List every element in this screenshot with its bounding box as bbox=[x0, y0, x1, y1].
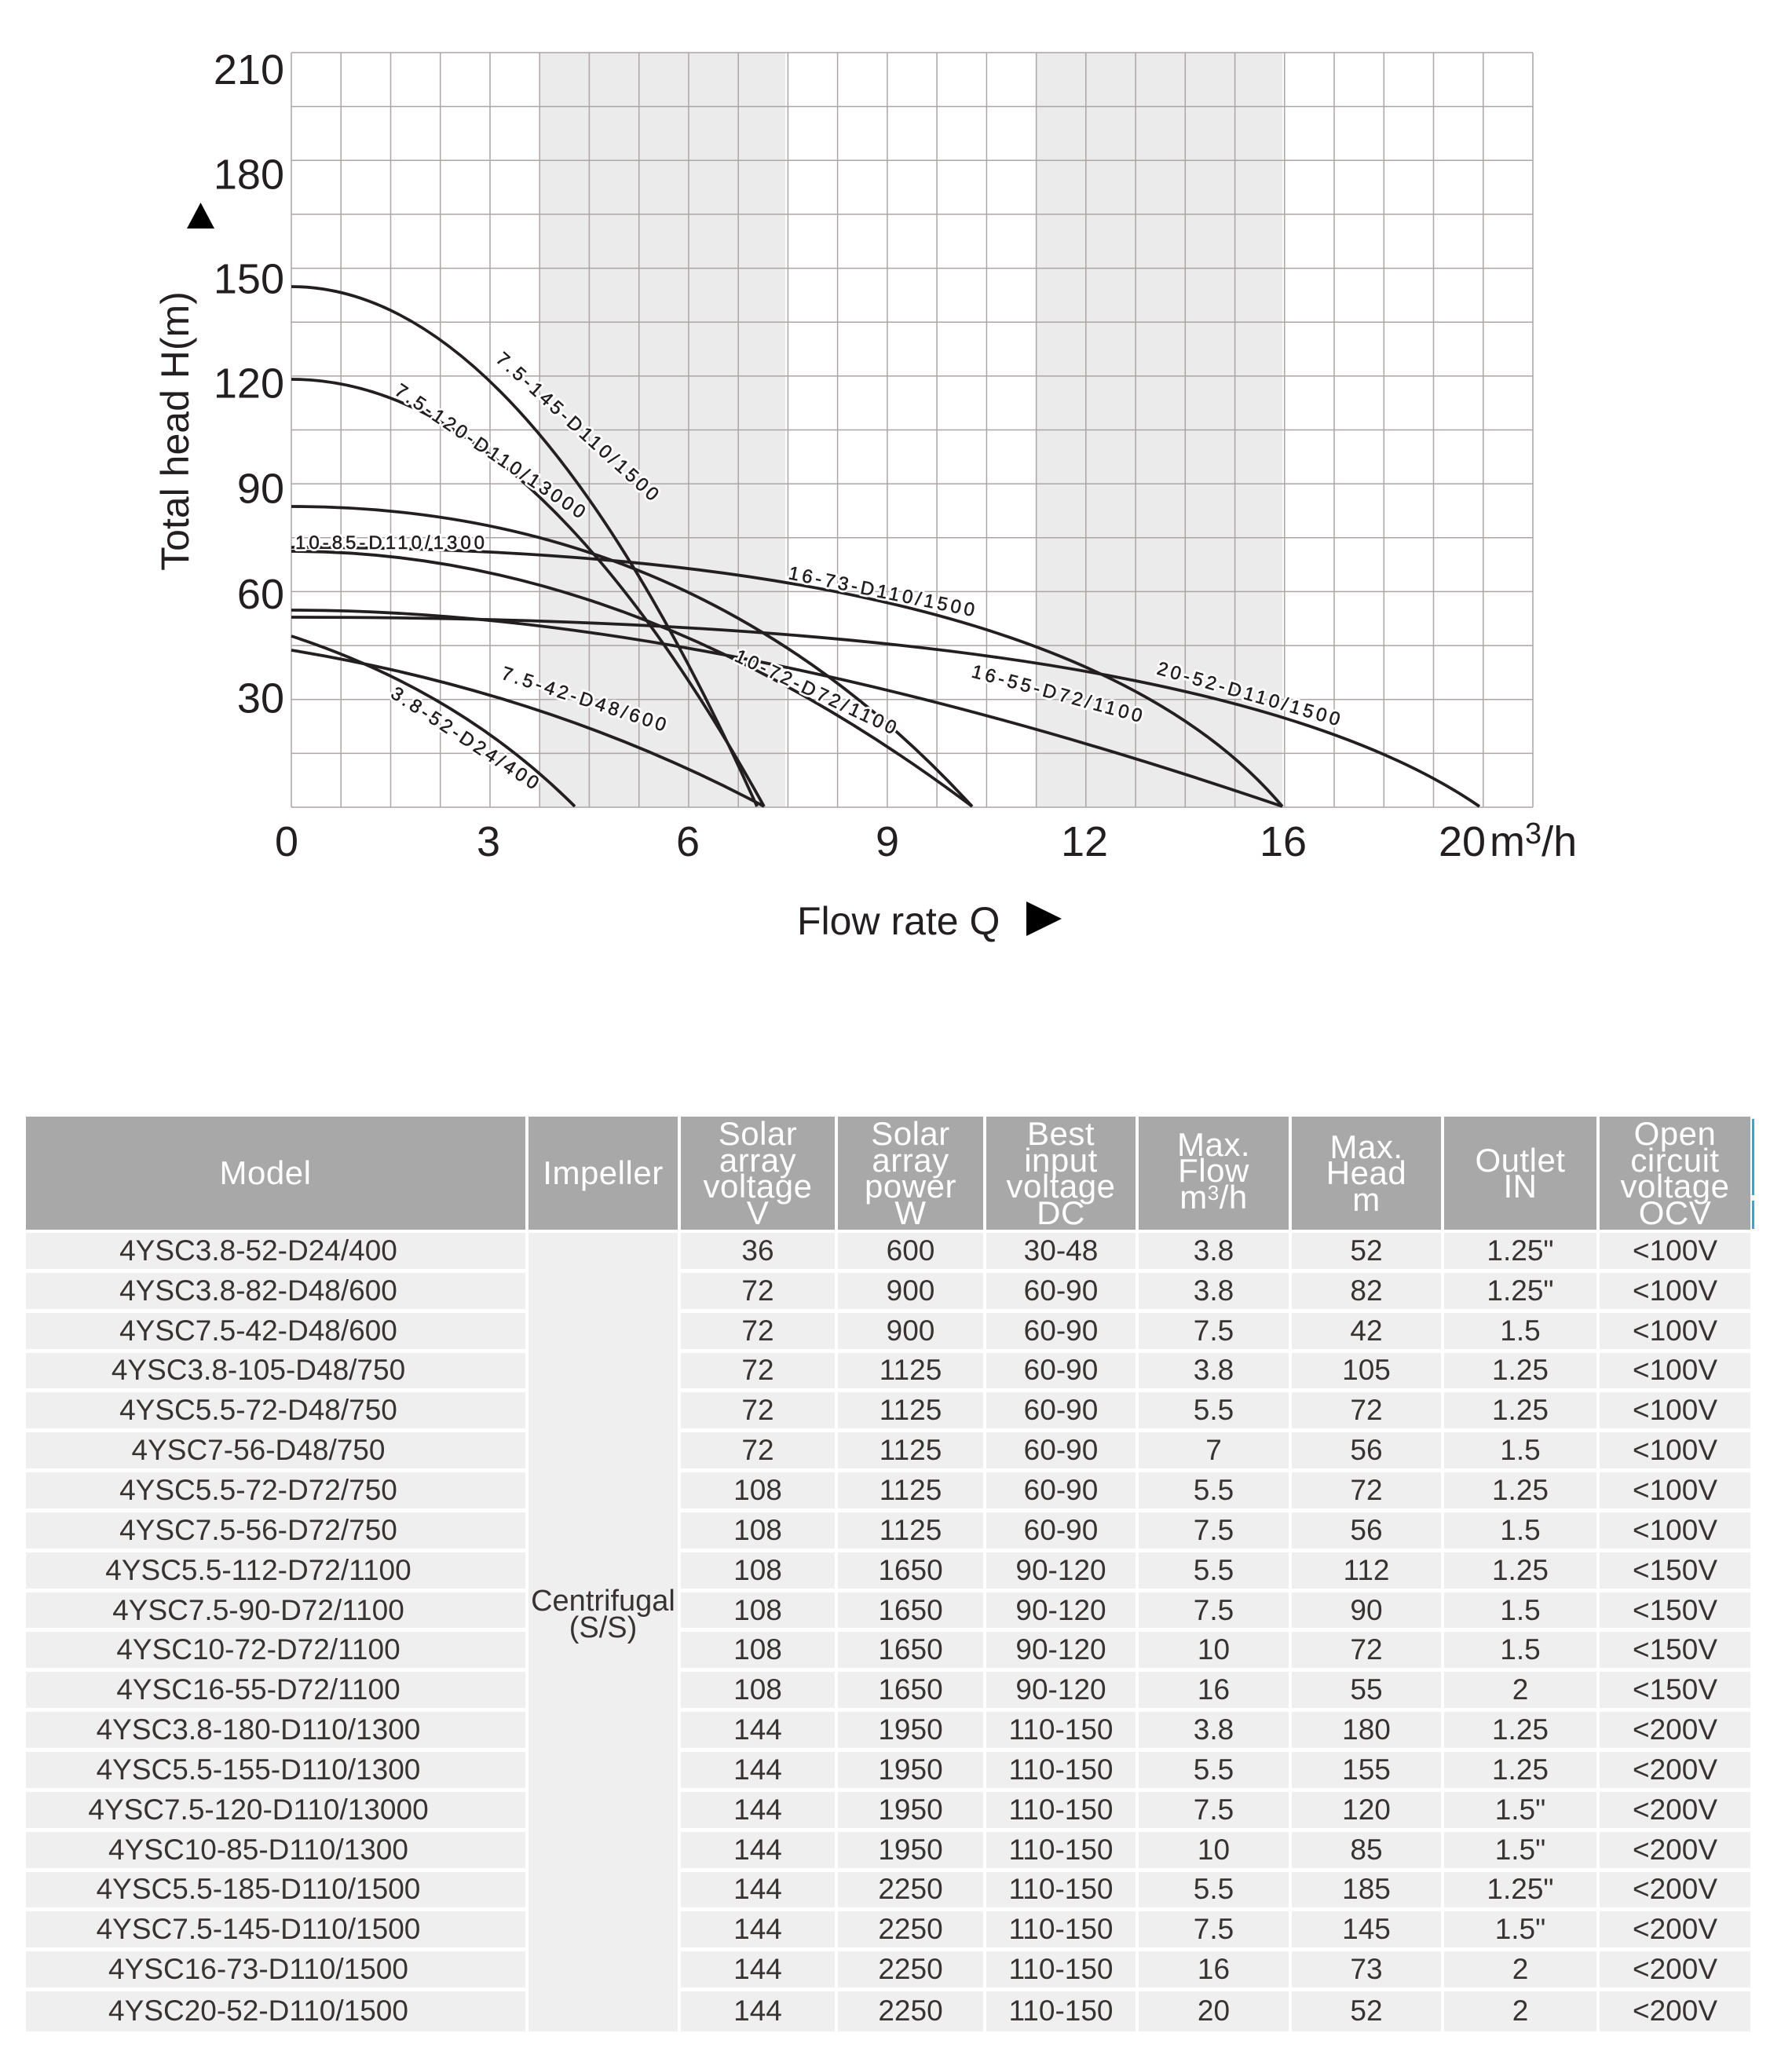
svg-text:150: 150 bbox=[214, 256, 284, 303]
svg-text:180: 180 bbox=[214, 152, 284, 199]
svg-text:6: 6 bbox=[676, 818, 700, 865]
svg-text:60: 60 bbox=[237, 571, 284, 618]
svg-text:10-85-D110/1300: 10-85-D110/1300 bbox=[295, 532, 488, 554]
svg-text:20: 20 bbox=[1439, 818, 1486, 865]
svg-text:120: 120 bbox=[214, 360, 284, 408]
svg-text:210: 210 bbox=[214, 46, 284, 93]
svg-text:3: 3 bbox=[477, 818, 500, 865]
svg-text:m3/h: m3/h bbox=[1490, 817, 1577, 865]
svg-text:12: 12 bbox=[1061, 818, 1108, 865]
svg-text:Total head H(m): Total head H(m) bbox=[153, 291, 197, 571]
svg-text:9: 9 bbox=[876, 818, 899, 865]
svg-text:0: 0 bbox=[275, 818, 298, 865]
svg-text:10-85-D110/1300: 10-85-D110/1300 bbox=[295, 532, 488, 554]
svg-text:90: 90 bbox=[237, 466, 284, 513]
svg-text:Flow rate Q: Flow rate Q bbox=[797, 899, 1000, 943]
svg-text:30: 30 bbox=[237, 675, 284, 722]
svg-text:16: 16 bbox=[1260, 818, 1307, 865]
